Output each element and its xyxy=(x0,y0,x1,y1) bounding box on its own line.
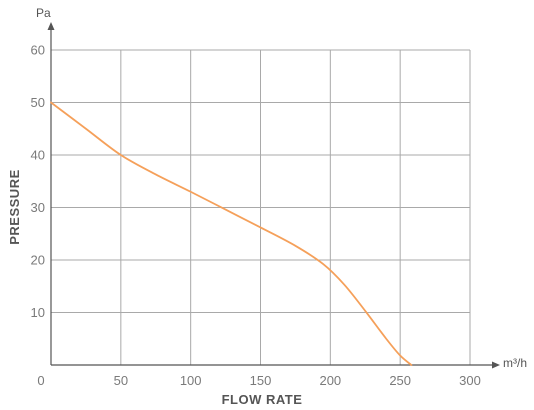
y-tick-label: 50 xyxy=(31,95,45,110)
x-tick-label: 150 xyxy=(250,373,272,388)
x-axis-title: FLOW RATE xyxy=(222,392,303,407)
x-tick-label: 50 xyxy=(114,373,128,388)
x-tick-label: 200 xyxy=(319,373,341,388)
x-axis-arrow xyxy=(492,361,500,369)
y-tick-label: 30 xyxy=(31,200,45,215)
x-unit-label: m³/h xyxy=(503,356,527,370)
grid xyxy=(51,49,471,365)
y-tick-label: 20 xyxy=(31,253,45,268)
y-tick-label: 40 xyxy=(31,148,45,163)
x-tick-label: 100 xyxy=(180,373,202,388)
y-tick-label: 60 xyxy=(31,43,45,58)
x-tick-label: 0 xyxy=(37,373,44,388)
y-axis-title: PRESSURE xyxy=(7,169,22,245)
y-axis-arrow xyxy=(47,22,55,30)
series-line xyxy=(50,101,413,366)
x-tick-label: 300 xyxy=(459,373,481,388)
tick-labels: 0 50 100 150 200 250 300 10 20 30 40 50 60 xyxy=(31,43,481,389)
y-unit-label: Pa xyxy=(36,6,51,20)
y-tick-label: 10 xyxy=(31,305,45,320)
series-group xyxy=(50,101,413,366)
axes xyxy=(47,22,500,369)
x-tick-label: 250 xyxy=(389,373,411,388)
